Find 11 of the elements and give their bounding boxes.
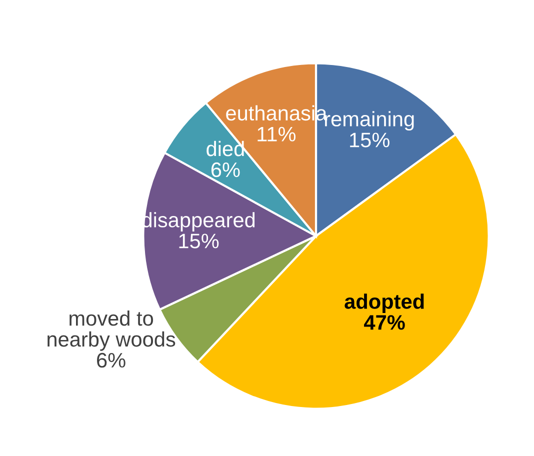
data-label: 11% (258, 126, 296, 142)
slice-label: moved to nearby woods (48, 310, 176, 351)
slice-label: remaining (324, 111, 414, 131)
slice-label: died (206, 140, 244, 156)
data-label: 15% (179, 234, 219, 248)
data-label: 6% (211, 162, 240, 178)
data-label: 6% (97, 352, 126, 368)
slice-label: disappeared (142, 212, 255, 232)
data-label: 47% (364, 315, 405, 330)
data-label: 15% (350, 132, 390, 148)
slice-label: adopted (344, 294, 424, 314)
